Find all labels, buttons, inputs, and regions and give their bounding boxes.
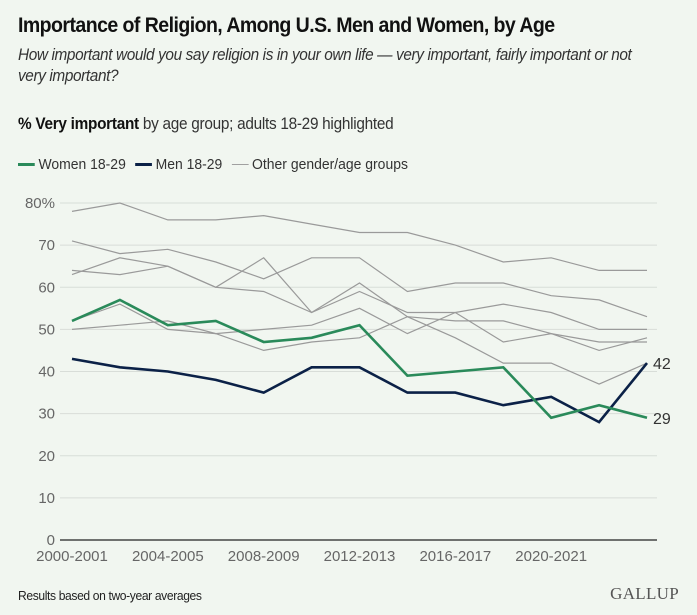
- chart-title: Importance of Religion, Among U.S. Men a…: [18, 14, 555, 37]
- legend-label-other: Other gender/age groups: [252, 156, 408, 173]
- gallup-logo: GALLUP: [610, 584, 679, 603]
- y-tick-label: 10: [38, 490, 55, 507]
- y-tick-label: 40: [38, 364, 55, 381]
- other-gender-age-group-a-line: [71, 202, 647, 272]
- x-tick-label: 2020-2021: [515, 548, 587, 565]
- y-tick-label: 30: [38, 406, 55, 423]
- y-tick-label: 50: [38, 321, 55, 338]
- metric-rest: by age group; adults 18-29 highlighted: [138, 115, 394, 133]
- legend-swatch-men: [135, 163, 152, 166]
- y-tick-label: 60: [38, 279, 55, 296]
- other-gender-age-group-b-line: [71, 240, 648, 318]
- legend-label-men: Men 18-29: [155, 156, 223, 173]
- women-18-29-line: [71, 298, 648, 420]
- legend: Women 18-29 Men 18-29 Other gender/age g…: [18, 156, 408, 173]
- gridlines: [60, 202, 657, 541]
- series-lines: [71, 202, 649, 424]
- end-label: 29: [653, 411, 671, 428]
- other-gender-age-group-e-line: [71, 303, 648, 352]
- x-tick-label: 2008-2009: [228, 548, 300, 565]
- x-tick-label: 2000-2001: [36, 548, 108, 565]
- x-tick-label: 2016-2017: [419, 548, 491, 565]
- end-labels: 42 29: [653, 356, 671, 428]
- footnote: Results based on two-year averages: [18, 588, 202, 603]
- x-tick-label: 2012-2013: [324, 548, 396, 565]
- x-tick-label: 2004-2005: [132, 548, 204, 565]
- y-tick-label: 0: [47, 532, 55, 549]
- y-axis-ticks: 0 10 20 30 40 50 60 70 80%: [25, 195, 55, 549]
- y-tick-label: 70: [38, 237, 55, 254]
- other-gender-age-group-f-line: [71, 307, 647, 343]
- legend-label-women: Women 18-29: [38, 156, 126, 173]
- y-tick-label: 20: [38, 448, 55, 465]
- men-18-29-line: [71, 357, 649, 424]
- legend-swatch-other: [231, 163, 249, 166]
- y-tick-label: 80%: [25, 195, 55, 212]
- x-axis-ticks: 2000-2001 2004-2005 2008-2009 2012-2013 2016…: [36, 548, 587, 565]
- chart-subtitle: How important would you say religion is …: [18, 46, 632, 85]
- metric-bold: % Very important: [18, 115, 139, 133]
- legend-item-men-18-29: Men 18-29: [135, 156, 222, 173]
- metric-description: % Very important by age group; adults 18…: [18, 115, 394, 134]
- legend-item-other-groups: Other gender/age groups: [231, 156, 408, 173]
- other-gender-age-group-d-line: [71, 257, 648, 385]
- legend-item-women-18-29: Women 18-29: [18, 156, 126, 173]
- end-label: 42: [653, 356, 671, 373]
- legend-swatch-women: [18, 163, 35, 166]
